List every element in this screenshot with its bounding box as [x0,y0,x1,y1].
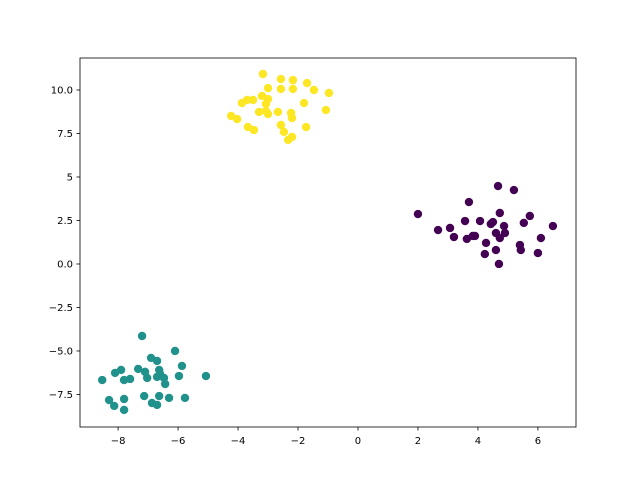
point [548,221,558,231]
point [413,209,423,219]
point [258,69,268,79]
point [475,216,485,226]
point [263,83,273,93]
point [152,372,162,382]
x-tick-label: 6 [535,436,541,447]
point [488,217,498,227]
point [248,95,258,105]
point [493,181,503,191]
point [301,122,311,132]
point [509,185,519,195]
point [495,208,505,218]
point [525,211,535,221]
point [261,99,271,109]
point [273,107,283,117]
point [533,248,543,258]
point [445,223,455,233]
point [232,114,242,124]
point [180,393,190,403]
point [142,373,152,383]
x-tick-label: −4 [231,436,246,447]
y-tick-label: 2.5 [57,216,73,227]
y-tick-label: 10.0 [51,86,73,97]
y-tick-label: 7.5 [57,129,73,140]
point [470,231,480,241]
point [324,88,334,98]
y-tick-label: −7.5 [49,390,73,401]
point [125,374,135,384]
x-tick-label: −2 [291,436,306,447]
point [177,361,187,371]
point [283,135,293,145]
point [276,120,286,130]
y-tick-label: 5 [67,172,73,183]
point [495,233,505,243]
point [119,394,129,404]
point [464,197,474,207]
point [500,228,510,238]
point [276,74,286,84]
point [449,232,459,242]
point [249,125,259,135]
point [433,225,443,235]
point [499,221,509,231]
point [201,371,211,381]
point [309,85,319,95]
x-tick-label: 2 [415,436,421,447]
point [174,371,184,381]
x-tick-label: −8 [111,436,126,447]
point [288,75,298,85]
point [154,391,164,401]
x-tick-label: 0 [355,436,361,447]
point [110,368,120,378]
y-tick-label: −5.0 [49,346,73,357]
point [237,98,247,108]
point [139,391,149,401]
point [279,127,289,137]
point [133,364,143,374]
point [97,375,107,385]
y-tick-label: −2.5 [49,303,73,314]
point [516,245,526,255]
point [152,356,162,366]
point [321,105,331,115]
point [170,346,180,356]
point [480,249,490,259]
point [137,331,147,341]
point [491,245,501,255]
point [152,400,162,410]
point [276,84,286,94]
point [460,216,470,226]
point [494,259,504,269]
point [109,401,119,411]
point [536,233,546,243]
point [287,113,297,123]
y-tick-label: 0.0 [57,259,73,270]
x-tick-label: 4 [475,436,481,447]
point [299,98,309,108]
point [119,405,129,415]
point [519,218,529,228]
point [160,379,170,389]
point [104,395,114,405]
point [302,78,312,88]
x-tick-label: −6 [171,436,186,447]
plot-frame [79,57,577,428]
point [263,109,273,119]
point [254,107,264,117]
point [481,238,491,248]
point [164,393,174,403]
point [288,84,298,94]
